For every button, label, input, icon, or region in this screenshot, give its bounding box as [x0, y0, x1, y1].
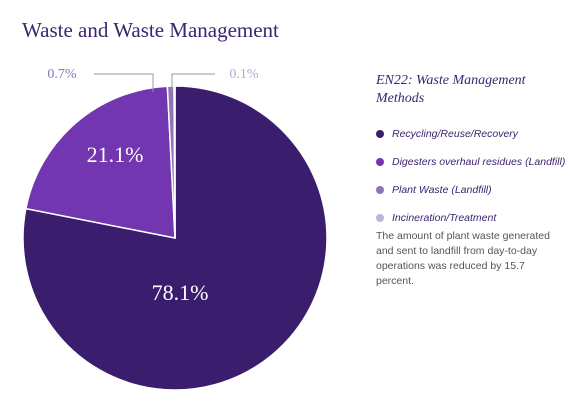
- chart-title: Waste and Waste Management: [22, 18, 279, 42]
- legend-swatch: [376, 158, 384, 166]
- legend-label: Incineration/Treatment: [392, 212, 497, 224]
- leader-line: [171, 73, 215, 90]
- legend-swatch: [376, 214, 384, 222]
- slice-recycling: [22, 85, 328, 391]
- footnote: The amount of plant waste generated and …: [376, 230, 550, 287]
- legend-label: Plant Waste (Landfill): [392, 184, 492, 196]
- leader-line: [94, 73, 154, 92]
- legend-swatch: [376, 130, 384, 138]
- slice-digesters: [24, 85, 176, 239]
- legend-item-plant-waste: Plant Waste (Landfill): [376, 176, 565, 204]
- label-recycling: 78.1%: [152, 280, 209, 305]
- legend-title: EN22: Waste Management Methods: [376, 73, 526, 106]
- legend-label: Digesters overhaul residues (Landfill): [392, 156, 566, 168]
- slice-incineration: [173, 85, 176, 239]
- label-plant-waste: 0.7%: [47, 67, 77, 82]
- legend-label: Recycling/Reuse/Recovery: [392, 128, 519, 140]
- label-incineration: 0.1%: [229, 67, 259, 82]
- label-digesters: 21.1%: [87, 142, 144, 167]
- legend-item-recycling: Recycling/Reuse/Recovery: [376, 120, 565, 148]
- legend-item-incineration: Incineration/Treatment: [376, 204, 565, 232]
- legend: Recycling/Reuse/Recovery Digesters overh…: [376, 120, 565, 232]
- legend-item-digesters: Digesters overhaul residues (Landfill): [376, 148, 565, 176]
- legend-swatch: [376, 186, 384, 194]
